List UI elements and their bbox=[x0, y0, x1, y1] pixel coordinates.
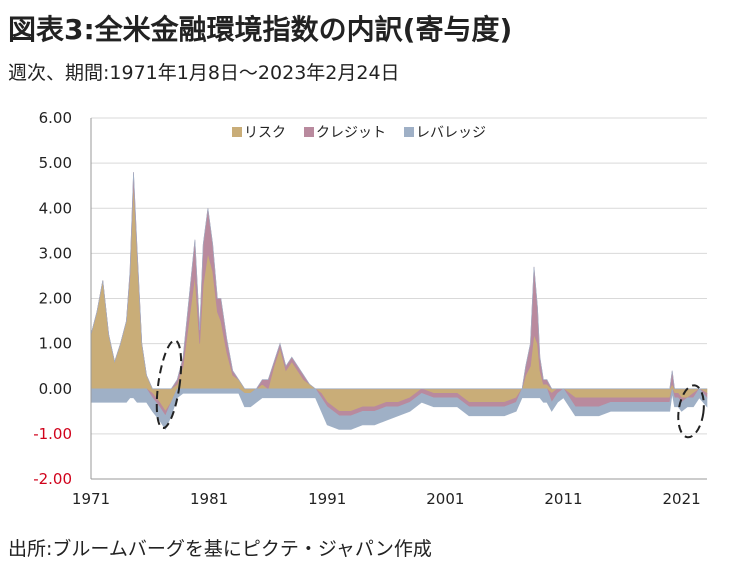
area-2-negative bbox=[90, 388, 708, 431]
annotations bbox=[155, 339, 705, 439]
x-tick-label: 1971 bbox=[72, 490, 110, 508]
axes bbox=[90, 118, 707, 480]
y-tick-label: 6.00 bbox=[39, 109, 72, 127]
legend-swatch bbox=[232, 127, 242, 137]
page-subtitle: 週次、期間:1971年1月8日～2023年2月24日 bbox=[8, 62, 400, 84]
y-tick-label: 1.00 bbox=[39, 335, 72, 353]
legend-label: クレジット bbox=[316, 125, 386, 141]
x-tick-label: 2021 bbox=[663, 490, 701, 508]
x-tick-label: 2011 bbox=[544, 490, 582, 508]
x-axis-ticks: 1971 1981 1991 2001 2011 2021 bbox=[72, 490, 701, 508]
legend-label: リスク bbox=[244, 125, 286, 141]
x-tick-label: 1991 bbox=[308, 490, 346, 508]
highlight-ellipse bbox=[155, 339, 183, 430]
page-title: 図表3:全米金融環境指数の内訳(寄与度) bbox=[8, 13, 513, 46]
x-tick-label: 1981 bbox=[190, 490, 228, 508]
y-tick-label: -1.00 bbox=[33, 425, 72, 443]
y-tick-label: 0.00 bbox=[39, 380, 72, 398]
source-note: 出所:ブルームバーグを基にピクテ・ジャパン作成 bbox=[8, 538, 432, 560]
y-tick-label: -2.00 bbox=[33, 470, 72, 488]
y-tick-label: 3.00 bbox=[39, 244, 72, 262]
x-tick-label: 2001 bbox=[426, 490, 464, 508]
y-tick-label: 5.00 bbox=[39, 154, 72, 172]
area-2-positive bbox=[90, 172, 707, 390]
y-axis-ticks: 6.00 5.00 4.00 3.00 2.00 1.00 0.00 -1.00 -2.00 bbox=[33, 109, 72, 488]
legend-swatch bbox=[304, 127, 314, 137]
y-tick-label: 2.00 bbox=[39, 290, 72, 308]
legend-label: レバレッジ bbox=[416, 125, 486, 141]
highlight-ellipse bbox=[677, 384, 705, 439]
legend-swatch bbox=[404, 127, 414, 137]
legend: リスク クレジット レバレッジ bbox=[232, 125, 486, 141]
y-tick-label: 4.00 bbox=[39, 199, 72, 217]
stacked-areas bbox=[90, 172, 708, 431]
grid-lines bbox=[91, 117, 707, 480]
